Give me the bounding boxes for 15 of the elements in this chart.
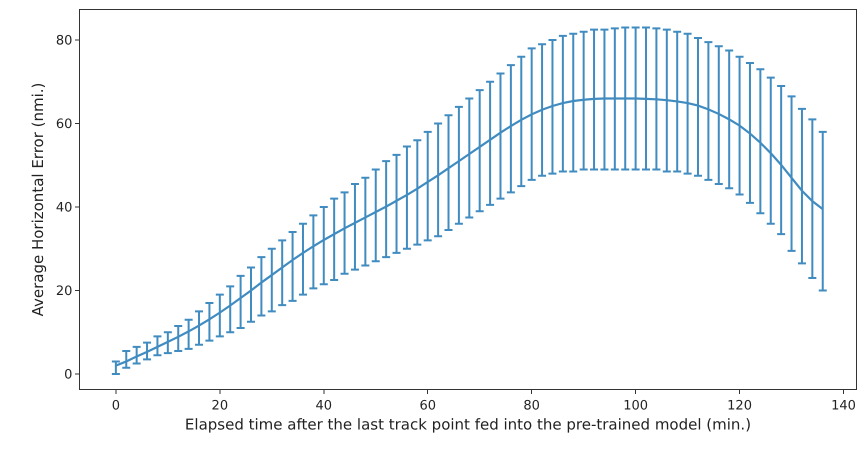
x-tick-label: 120 [727, 398, 752, 414]
y-axis-title: Average Horizontal Error (nmi.) [29, 82, 48, 316]
y-tick-label: 20 [56, 284, 72, 300]
y-tick-label: 40 [56, 200, 72, 216]
y-tick-label: 80 [56, 34, 72, 49]
y-tick-label: 0 [64, 368, 72, 383]
x-tick-label: 100 [623, 398, 648, 414]
x-tick-label: 20 [212, 398, 228, 414]
y-tick-label: 60 [56, 117, 72, 132]
x-tick-label: 0 [112, 398, 120, 414]
x-tick-label: 140 [831, 398, 856, 414]
x-tick-label: 60 [419, 398, 436, 414]
x-tick-label: 40 [315, 398, 332, 414]
x-axis-title: Elapsed time after the last track point fed into the pre-trained model (min.) [184, 416, 752, 434]
x-tick-label: 80 [523, 398, 540, 414]
